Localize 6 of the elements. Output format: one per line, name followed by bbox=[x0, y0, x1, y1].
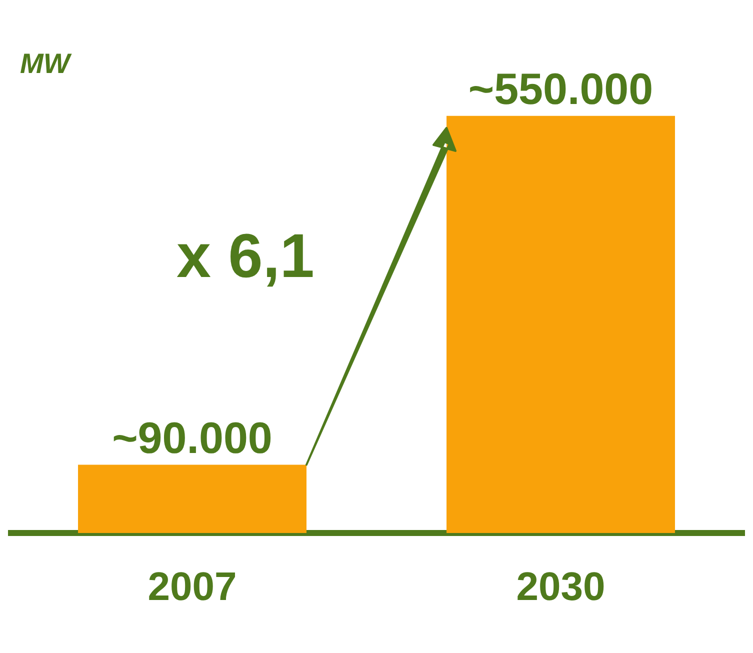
text: MW bbox=[20, 48, 70, 80]
x-tick-label: 2007 bbox=[148, 565, 237, 610]
data-label: ~550.000 bbox=[468, 65, 654, 114]
x-tick-label: 2030 bbox=[516, 565, 606, 610]
data-label: ~90.000 bbox=[112, 414, 272, 463]
annotation: x 6,1 bbox=[176, 221, 314, 292]
